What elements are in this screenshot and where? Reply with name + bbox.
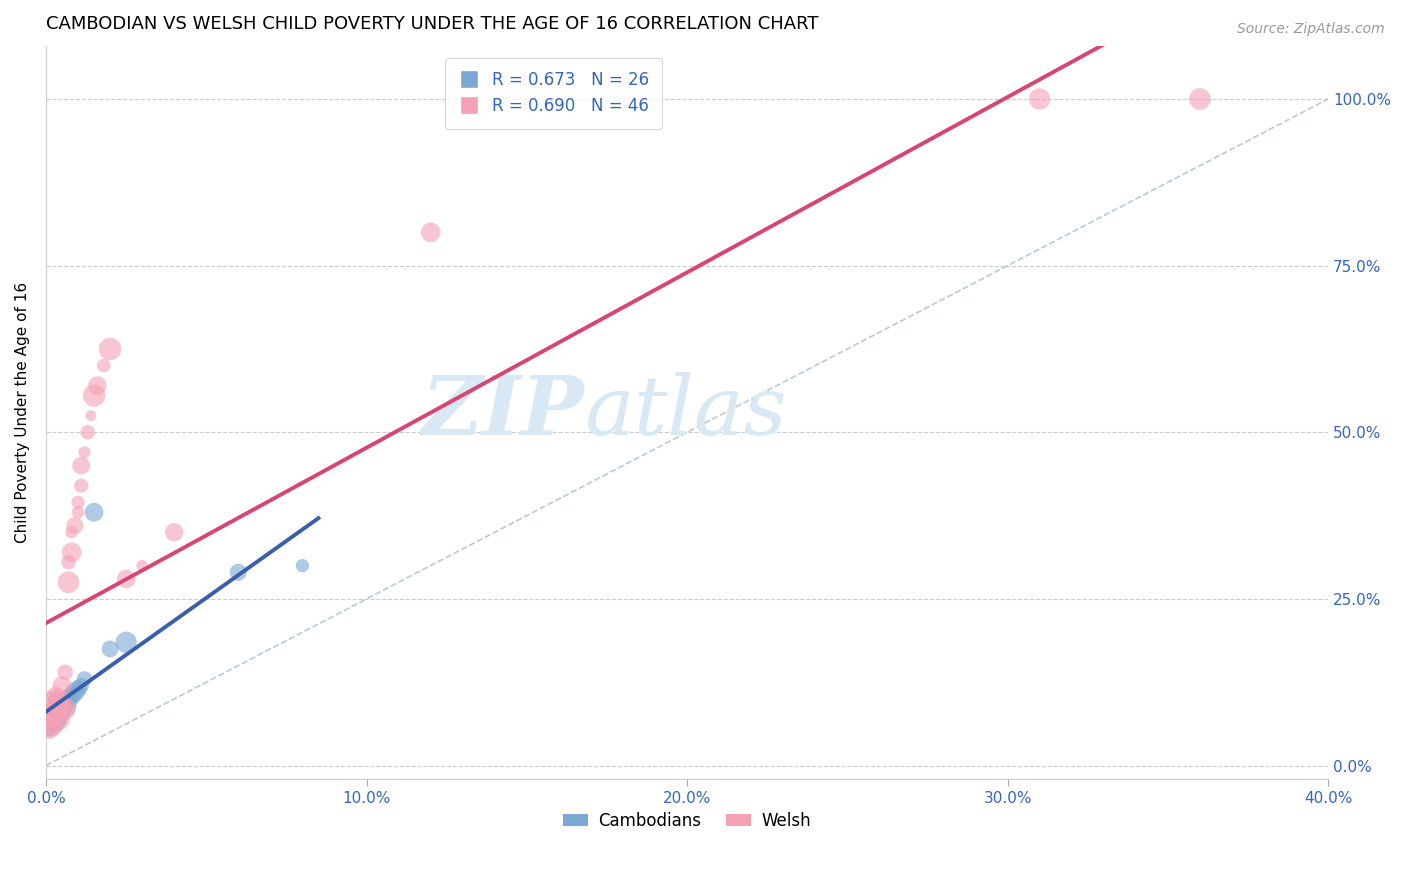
Point — [93, 359, 115, 373]
Point — [58, 555, 80, 569]
Point — [45, 715, 67, 730]
Point — [53, 702, 76, 716]
Point — [70, 679, 93, 693]
Point — [226, 566, 249, 580]
Point — [63, 685, 86, 699]
Point — [48, 705, 70, 719]
Point — [41, 712, 63, 726]
Point — [58, 575, 80, 590]
Point — [131, 558, 153, 573]
Point — [58, 692, 80, 706]
Point — [45, 715, 67, 730]
Point — [38, 722, 60, 736]
Point — [53, 695, 76, 709]
Point — [53, 665, 76, 680]
Point — [66, 681, 89, 696]
Point — [38, 715, 60, 730]
Point — [38, 722, 60, 736]
Point — [83, 505, 105, 519]
Point — [45, 705, 67, 719]
Point — [60, 525, 83, 540]
Y-axis label: Child Poverty Under the Age of 16: Child Poverty Under the Age of 16 — [15, 282, 30, 543]
Point — [115, 635, 138, 649]
Point — [41, 712, 63, 726]
Point — [73, 672, 96, 686]
Point — [38, 715, 60, 730]
Point — [60, 689, 83, 703]
Text: ZIP: ZIP — [422, 372, 585, 452]
Point — [291, 558, 314, 573]
Point — [38, 708, 60, 723]
Point — [83, 389, 105, 403]
Point — [51, 695, 73, 709]
Point — [48, 698, 70, 713]
Point — [51, 698, 73, 713]
Point — [45, 708, 67, 723]
Legend: Cambodians, Welsh: Cambodians, Welsh — [557, 805, 817, 837]
Point — [70, 478, 93, 492]
Point — [1028, 92, 1050, 106]
Point — [1188, 92, 1211, 106]
Point — [51, 702, 73, 716]
Point — [76, 425, 98, 440]
Point — [53, 698, 76, 713]
Text: Source: ZipAtlas.com: Source: ZipAtlas.com — [1237, 22, 1385, 37]
Point — [51, 702, 73, 716]
Point — [48, 712, 70, 726]
Point — [115, 572, 138, 586]
Point — [41, 718, 63, 732]
Point — [419, 225, 441, 239]
Point — [60, 545, 83, 559]
Point — [98, 642, 121, 657]
Point — [63, 518, 86, 533]
Point — [45, 695, 67, 709]
Point — [86, 378, 108, 392]
Point — [163, 525, 186, 540]
Point — [48, 712, 70, 726]
Point — [48, 705, 70, 719]
Point — [48, 692, 70, 706]
Text: atlas: atlas — [585, 372, 787, 452]
Point — [73, 445, 96, 459]
Point — [66, 505, 89, 519]
Point — [41, 695, 63, 709]
Point — [98, 342, 121, 356]
Point — [80, 409, 103, 423]
Point — [45, 702, 67, 716]
Point — [70, 458, 93, 473]
Point — [66, 495, 89, 509]
Point — [41, 718, 63, 732]
Point — [45, 689, 67, 703]
Point — [41, 708, 63, 723]
Point — [38, 708, 60, 723]
Point — [41, 708, 63, 723]
Point — [41, 702, 63, 716]
Text: CAMBODIAN VS WELSH CHILD POVERTY UNDER THE AGE OF 16 CORRELATION CHART: CAMBODIAN VS WELSH CHILD POVERTY UNDER T… — [46, 15, 818, 33]
Point — [38, 702, 60, 716]
Point — [45, 708, 67, 723]
Point — [51, 708, 73, 723]
Point — [51, 679, 73, 693]
